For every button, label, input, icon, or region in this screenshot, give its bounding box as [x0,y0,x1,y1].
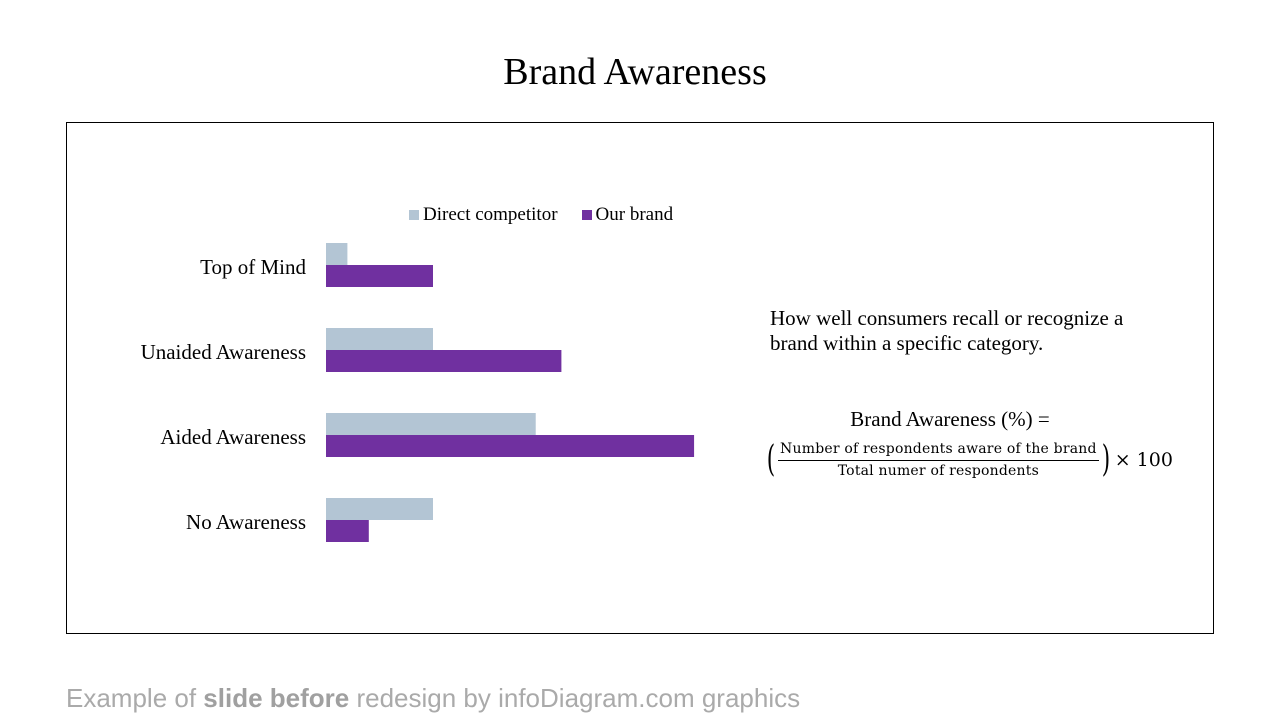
bar-no-awareness-our-brand [326,520,369,542]
bar-unaided-awareness-our-brand [326,350,562,372]
formula-fraction: Number of respondents aware of the brand… [778,441,1099,480]
bar-no-awareness-competitor [326,498,433,520]
legend-swatch-our-brand [581,210,592,220]
footer-prefix: Example of [66,683,204,713]
slide-title: Brand Awareness [503,51,767,93]
formula-multiplier: × 100 [1114,449,1173,471]
footer-caption: Example of slide before redesign by info… [66,682,800,714]
bar-unaided-awareness-competitor [326,328,433,350]
footer-bold: slide before [203,683,350,713]
category-label-no-awareness: No Awareness [186,510,306,534]
formula-open-paren: ( [766,439,776,480]
formula-label: Brand Awareness (%) = [850,407,1050,431]
legend-item-our-brand: Our brand [581,204,674,226]
bar-aided-awareness-competitor [326,413,536,435]
bar-top-of-mind-our-brand [326,265,433,287]
legend-swatch-competitor [409,210,419,220]
legend-label-our-brand: Our brand [595,204,674,225]
description-text: How well consumers recall or recognize a… [770,306,1124,355]
formula-close-paren: ) [1101,439,1110,480]
category-label-aided-awareness: Aided Awareness [160,425,306,449]
formula: ( Number of respondents aware of the bra… [764,438,1173,482]
bar-top-of-mind-competitor [326,243,348,265]
category-label-unaided-awareness: Unaided Awareness [141,340,306,364]
formula-denominator: Total numer of respondents [837,462,1039,479]
legend-item-competitor: Direct competitor [409,204,558,226]
content-frame [66,122,1214,634]
formula-numerator: Number of respondents aware of the brand [778,441,1099,461]
legend-label-competitor: Direct competitor [423,204,558,225]
category-label-top-of-mind: Top of Mind [200,255,306,279]
footer-suffix: redesign by infoDiagram.com graphics [349,683,801,713]
bar-aided-awareness-our-brand [326,435,695,457]
chart-legend: Direct competitor Our brand [409,204,697,226]
